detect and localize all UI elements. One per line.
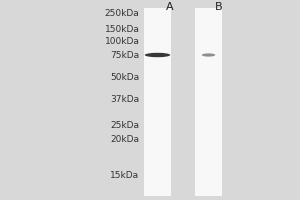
Text: 20kDa: 20kDa xyxy=(110,134,140,144)
Text: 15kDa: 15kDa xyxy=(110,171,140,180)
Text: 75kDa: 75kDa xyxy=(110,50,140,60)
Text: 150kDa: 150kDa xyxy=(105,24,140,33)
Bar xyxy=(144,8,171,196)
Bar xyxy=(195,8,222,196)
Text: 250kDa: 250kDa xyxy=(105,9,140,19)
Text: 100kDa: 100kDa xyxy=(105,38,140,46)
Ellipse shape xyxy=(145,53,170,57)
Text: 37kDa: 37kDa xyxy=(110,95,140,104)
Ellipse shape xyxy=(202,53,215,57)
Text: B: B xyxy=(215,2,223,12)
Text: A: A xyxy=(166,2,173,12)
Text: 50kDa: 50kDa xyxy=(110,72,140,82)
Text: 25kDa: 25kDa xyxy=(110,120,140,130)
